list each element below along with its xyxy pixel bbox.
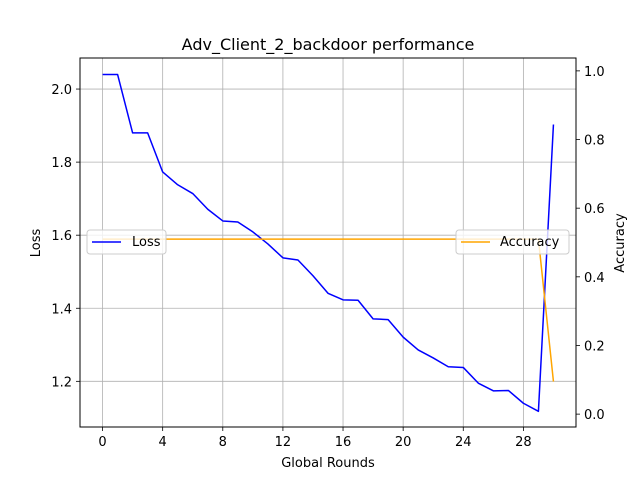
chart-title: Adv_Client_2_backdoor performance	[182, 35, 475, 55]
x-tick-label: 24	[455, 435, 472, 450]
y-right-tick-label: 0.0	[584, 408, 605, 423]
legend-loss-box	[86, 229, 167, 255]
y-right-tick-label: 0.2	[584, 339, 605, 354]
plot-frame	[79, 57, 577, 428]
x-tick-label: 4	[159, 435, 167, 450]
y-axis-left-title: Loss	[29, 229, 44, 258]
x-tick-label: 20	[395, 435, 412, 450]
y-left-tick-label: 1.8	[51, 156, 72, 171]
x-tick-label: 8	[219, 435, 227, 450]
y-right-tick-label: 1.0	[584, 65, 605, 80]
legend-loss: Loss	[86, 229, 167, 255]
y-axis-left: 1.2 1.4 1.6 1.8 2.0	[51, 83, 80, 390]
y-right-tick-label: 0.8	[584, 134, 605, 149]
x-tick-label: 28	[515, 435, 532, 450]
legend-accuracy-label: Accuracy	[500, 235, 560, 250]
series-line-loss	[102, 73, 555, 413]
y-right-tick-label: 0.4	[584, 271, 605, 286]
y-right-tick-label: 0.6	[584, 202, 605, 217]
x-axis: 0 4 8 12 16 20 24 28	[98, 427, 532, 450]
x-tick-label: 0	[98, 435, 106, 450]
y-axis-right: 0.0 0.2 0.4 0.6 0.8 1.0	[576, 65, 605, 423]
y-left-tick-label: 1.6	[51, 229, 72, 244]
x-tick-label: 16	[335, 435, 352, 450]
y-left-tick-label: 1.4	[51, 302, 72, 317]
y-axis-right-title: Accuracy	[613, 213, 628, 273]
legend-accuracy: Accuracy	[455, 229, 570, 255]
x-tick-label: 12	[275, 435, 292, 450]
x-axis-title: Global Rounds	[281, 456, 375, 471]
y-left-tick-label: 1.2	[51, 375, 72, 390]
y-left-tick-label: 2.0	[51, 83, 72, 98]
legend-loss-label: Loss	[132, 235, 161, 250]
legend-accuracy-box	[455, 229, 570, 255]
